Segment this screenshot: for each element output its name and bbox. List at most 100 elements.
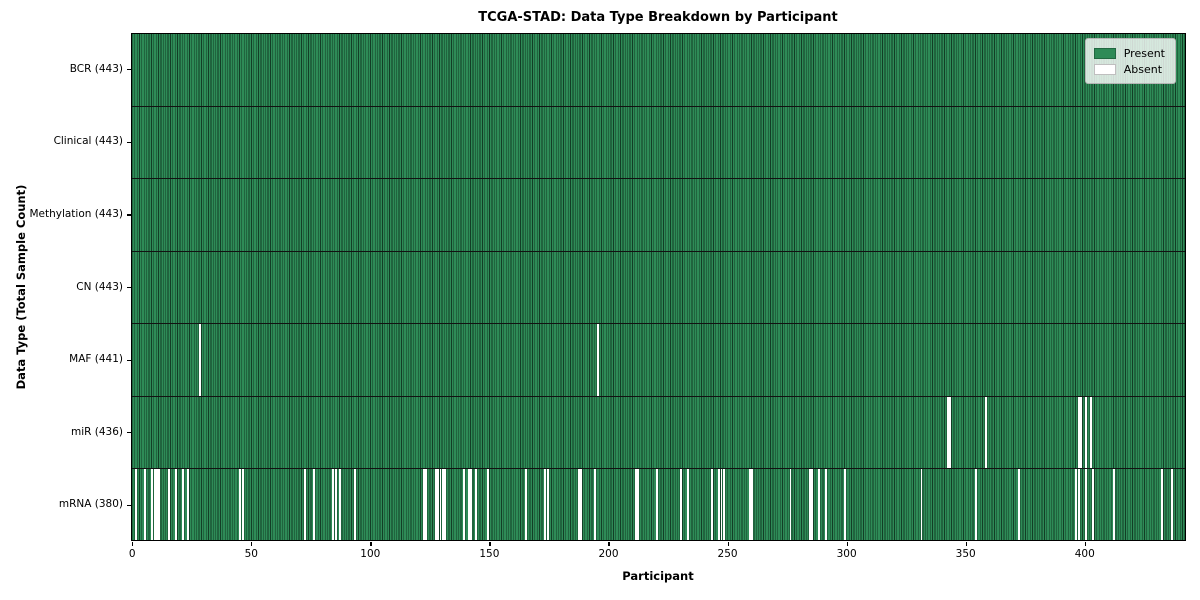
legend: Present Absent bbox=[1084, 38, 1176, 84]
y-tick-label: MAF (441) bbox=[69, 353, 123, 366]
x-tick-label: 150 bbox=[479, 548, 500, 560]
absent-stripe bbox=[198, 324, 201, 396]
absent-stripe bbox=[722, 469, 725, 540]
absent-stripe bbox=[134, 469, 137, 540]
x-tick-label: 300 bbox=[836, 548, 857, 560]
absent-stripe bbox=[949, 396, 952, 469]
chart-title: TCGA-STAD: Data Type Breakdown by Partic… bbox=[478, 10, 838, 25]
absent-stripe bbox=[1077, 469, 1080, 540]
heatmap-row bbox=[132, 324, 1185, 397]
absent-stripe bbox=[1113, 469, 1116, 540]
absent-stripe bbox=[1092, 469, 1094, 540]
absent-stripe bbox=[920, 469, 923, 540]
absent-stripe bbox=[241, 469, 244, 540]
legend-label: Present bbox=[1123, 46, 1165, 60]
absent-stripe bbox=[332, 469, 335, 540]
absent-stripe bbox=[444, 469, 447, 540]
heatmap-row bbox=[132, 34, 1185, 107]
x-tick-mark bbox=[608, 542, 610, 546]
absent-stripe bbox=[751, 469, 754, 540]
x-tick-label: 250 bbox=[717, 548, 738, 560]
absent-stripe bbox=[487, 469, 490, 540]
absent-stripe bbox=[596, 324, 599, 396]
legend-swatch bbox=[1093, 47, 1116, 59]
y-tick-label: miR (436) bbox=[70, 425, 123, 438]
absent-stripe bbox=[1075, 469, 1078, 540]
y-tick-mark bbox=[127, 287, 131, 289]
absent-stripe bbox=[468, 469, 470, 540]
absent-stripe bbox=[711, 469, 713, 540]
legend-swatch bbox=[1093, 63, 1116, 75]
absent-stripe bbox=[825, 469, 828, 540]
absent-stripe bbox=[818, 469, 821, 540]
absent-stripe bbox=[353, 469, 356, 540]
absent-stripe bbox=[811, 469, 813, 540]
absent-stripe bbox=[687, 469, 690, 540]
absent-stripe bbox=[463, 469, 466, 540]
absent-stripe bbox=[434, 469, 437, 540]
absent-stripe bbox=[182, 469, 185, 540]
absent-stripe bbox=[437, 469, 440, 540]
absent-stripe bbox=[441, 469, 444, 540]
absent-stripe bbox=[577, 469, 580, 540]
absent-stripe bbox=[187, 469, 189, 540]
heatmap-row bbox=[132, 179, 1185, 252]
absent-stripe bbox=[303, 469, 306, 540]
y-tick-mark bbox=[127, 504, 131, 506]
absent-stripe bbox=[634, 469, 637, 540]
absent-stripe bbox=[544, 469, 547, 540]
y-tick-label: Methylation (443) bbox=[29, 207, 123, 220]
y-tick-mark bbox=[127, 141, 131, 144]
absent-stripe bbox=[680, 469, 682, 540]
absent-stripe bbox=[425, 469, 428, 540]
absent-stripe bbox=[239, 469, 242, 540]
absent-stripe bbox=[1084, 469, 1087, 540]
y-tick-mark bbox=[127, 359, 131, 361]
absent-stripe bbox=[975, 469, 978, 540]
heatmap-row bbox=[132, 396, 1185, 470]
x-tick-mark bbox=[251, 542, 253, 546]
absent-stripe bbox=[158, 469, 161, 540]
y-tick-mark bbox=[127, 214, 131, 216]
y-tick-mark bbox=[127, 69, 131, 71]
absent-stripe bbox=[151, 469, 154, 540]
absent-stripe bbox=[175, 469, 178, 540]
absent-stripe bbox=[156, 469, 158, 540]
absent-stripe bbox=[1170, 469, 1173, 540]
legend-label: Absent bbox=[1123, 62, 1163, 76]
absent-stripe bbox=[439, 469, 442, 540]
absent-stripe bbox=[637, 469, 640, 540]
absent-stripe bbox=[946, 396, 949, 469]
x-tick-label: 50 bbox=[244, 548, 258, 560]
absent-stripe bbox=[422, 469, 425, 540]
absent-stripe bbox=[334, 469, 337, 540]
absent-stripe bbox=[594, 469, 597, 540]
absent-stripe bbox=[339, 469, 342, 540]
y-tick-label: BCR (443) bbox=[69, 62, 123, 75]
absent-stripe bbox=[1080, 396, 1083, 469]
absent-stripe bbox=[470, 469, 473, 540]
y-tick-mark bbox=[127, 432, 131, 434]
x-tick-label: 350 bbox=[955, 548, 976, 560]
absent-stripe bbox=[313, 469, 316, 540]
heatmap-row bbox=[132, 106, 1185, 180]
x-tick-mark bbox=[727, 542, 729, 546]
absent-stripe bbox=[808, 469, 811, 540]
absent-stripe bbox=[749, 469, 751, 540]
x-tick-mark bbox=[1084, 542, 1086, 546]
legend-entry-absent: Absent bbox=[1093, 61, 1165, 77]
absent-stripe bbox=[168, 469, 170, 540]
absent-stripe bbox=[580, 469, 582, 540]
y-tick-label: CN (443) bbox=[76, 280, 123, 293]
x-tick-label: 400 bbox=[1074, 548, 1095, 560]
y-tick-label: mRNA (380) bbox=[58, 498, 123, 511]
x-axis-title: Participant bbox=[622, 569, 694, 583]
y-tick-label: Clinical (443) bbox=[53, 135, 123, 148]
absent-stripe bbox=[789, 469, 792, 540]
x-tick-mark bbox=[965, 542, 967, 546]
legend-entry-present: Present bbox=[1093, 45, 1165, 61]
x-tick-mark bbox=[132, 542, 134, 546]
absent-stripe bbox=[1077, 396, 1080, 469]
absent-stripe bbox=[525, 469, 528, 540]
